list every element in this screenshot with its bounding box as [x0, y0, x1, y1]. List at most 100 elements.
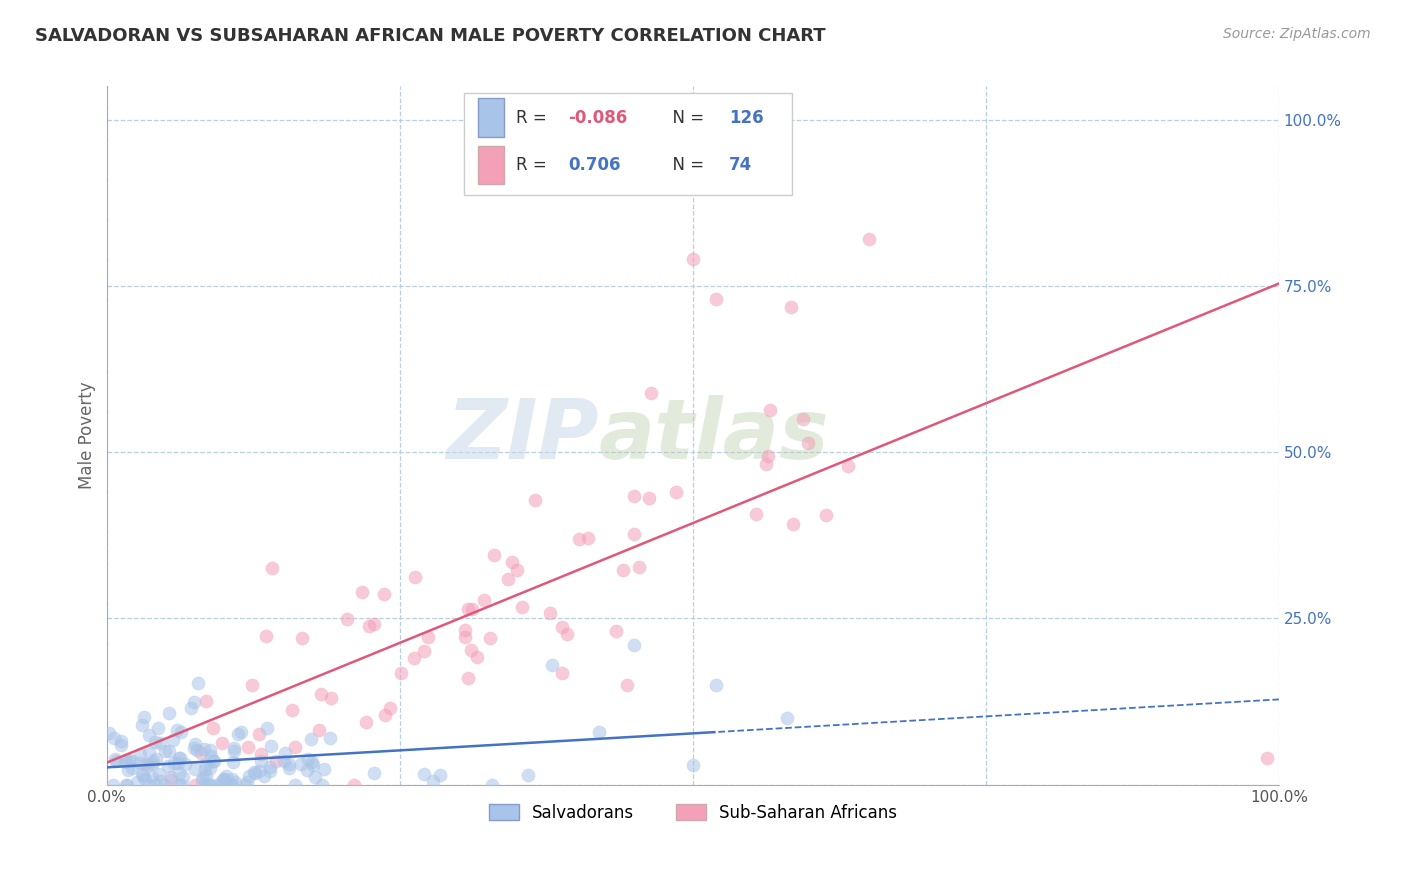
Point	[278, 761, 301, 775]
Point	[299, 731, 322, 746]
Point	[180, 701, 202, 715]
Point	[243, 765, 266, 780]
Point	[404, 569, 426, 583]
Point	[312, 762, 335, 776]
Point	[638, 491, 661, 505]
Point	[110, 738, 132, 752]
Point	[146, 721, 169, 735]
Point	[498, 572, 520, 586]
Point	[704, 678, 727, 692]
Text: N =: N =	[662, 109, 710, 127]
Point	[454, 623, 477, 637]
Point	[555, 627, 578, 641]
Point	[429, 768, 451, 782]
Point	[215, 769, 238, 783]
Point	[517, 768, 540, 782]
Point	[627, 559, 650, 574]
Point	[259, 764, 281, 779]
Point	[297, 763, 319, 777]
Point	[454, 630, 477, 644]
Point	[623, 527, 645, 541]
Point	[212, 772, 235, 786]
Point	[157, 706, 180, 721]
Point	[215, 778, 238, 792]
Point	[273, 755, 295, 769]
Point	[523, 492, 546, 507]
Point	[159, 773, 181, 788]
Point	[538, 606, 561, 620]
Point	[745, 507, 768, 521]
Point	[201, 722, 224, 736]
Point	[149, 773, 172, 788]
Point	[98, 725, 121, 739]
Point	[134, 772, 156, 786]
Point	[623, 638, 645, 652]
Point	[311, 778, 333, 792]
Point	[301, 755, 323, 769]
Point	[125, 775, 148, 789]
Point	[782, 516, 804, 531]
Point	[796, 435, 818, 450]
Point	[254, 628, 277, 642]
Point	[308, 723, 330, 737]
Point	[114, 755, 136, 769]
Point	[212, 772, 235, 786]
Point	[238, 769, 260, 783]
Point	[103, 778, 125, 792]
Point	[363, 617, 385, 632]
Point	[682, 252, 704, 267]
Point	[506, 563, 529, 577]
Point	[132, 769, 155, 783]
Point	[211, 736, 233, 750]
Point	[117, 778, 139, 792]
Point	[402, 650, 425, 665]
Point	[226, 727, 249, 741]
Point	[224, 744, 246, 758]
Point	[457, 671, 479, 685]
Point	[129, 747, 152, 761]
Point	[249, 747, 271, 761]
Point	[623, 489, 645, 503]
Point	[195, 694, 218, 708]
Point	[501, 555, 523, 569]
Point	[465, 649, 488, 664]
Point	[190, 746, 212, 760]
Point	[115, 778, 138, 792]
Point	[373, 587, 395, 601]
FancyBboxPatch shape	[478, 146, 505, 185]
Point	[256, 721, 278, 735]
Point	[755, 457, 778, 471]
Text: 0.706: 0.706	[568, 156, 621, 174]
Point	[104, 752, 127, 766]
Point	[186, 743, 208, 757]
Point	[247, 764, 270, 779]
Point	[138, 745, 160, 759]
Point	[616, 678, 638, 692]
Point	[169, 750, 191, 764]
Point	[163, 756, 186, 771]
Point	[167, 778, 190, 792]
Point	[198, 778, 221, 792]
Point	[319, 731, 342, 745]
Point	[460, 643, 482, 657]
Point	[236, 740, 259, 755]
Point	[224, 775, 246, 789]
Point	[173, 757, 195, 772]
Point	[103, 731, 125, 746]
Point	[187, 676, 209, 690]
Point	[250, 754, 273, 768]
Point	[605, 624, 627, 639]
Point	[170, 724, 193, 739]
Legend: Salvadorans, Sub-Saharan Africans: Salvadorans, Sub-Saharan Africans	[482, 797, 904, 829]
FancyBboxPatch shape	[464, 94, 793, 194]
Point	[183, 740, 205, 755]
Point	[260, 739, 283, 754]
Point	[814, 508, 837, 522]
Point	[461, 601, 484, 615]
Text: R =: R =	[516, 109, 551, 127]
Point	[291, 631, 314, 645]
Point	[222, 740, 245, 755]
Point	[221, 778, 243, 792]
Point	[136, 758, 159, 772]
Point	[418, 630, 440, 644]
